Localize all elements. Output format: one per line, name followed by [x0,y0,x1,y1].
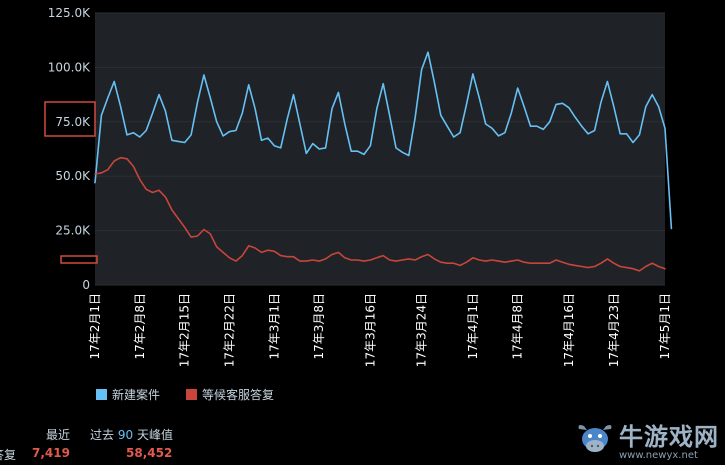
legend-swatch-blue [96,389,107,400]
stats-header-peak-days: 90 [117,428,134,442]
highlight-box-y-label [44,101,96,137]
y-tick-label: 50.0K [55,169,91,183]
x-tick-label: 17年2月1日 [88,293,102,360]
series-lines [94,51,673,272]
legend: 新建案件 等候客服答复 [96,386,274,403]
stats-peak-value: 58,452 [126,446,173,460]
watermark-title: 牛游戏网 [619,423,719,451]
x-tick-label: 17年2月22日 [222,293,236,367]
series-line-new-cases [94,51,673,230]
legend-label-awaiting-reply: 等候客服答复 [202,388,275,402]
y-tick-label: 100.0K [48,60,91,74]
y-tick-label: 75.0K [55,115,91,129]
x-tick-label: 17年4月1日 [466,293,480,360]
stats-header-peak-suffix: 天峰值 [136,428,173,442]
legend-item-awaiting-reply[interactable]: 等候客服答复 [186,386,274,403]
plot-background [95,13,665,285]
x-tick-label: 17年5月1日 [658,293,672,360]
x-tick-label: 17年3月16日 [363,293,377,367]
y-tick-label: 0 [82,278,90,292]
x-tick-label: 17年2月15日 [178,293,192,367]
x-tick-label: 17年4月8日 [511,293,525,360]
watermark: 牛游戏网 www.newyx.net [575,417,719,461]
x-tick-label: 17年3月8日 [312,293,326,360]
y-tick-label: 25.0K [55,224,91,238]
watermark-url: www.newyx.net [619,450,698,461]
y-tick-label: 125.0K [48,6,91,20]
stats-last-value: 7,419 [32,446,70,460]
x-tick-label: 17年4月23日 [607,293,621,367]
legend-label-new-cases: 新建案件 [112,388,161,402]
x-tick-label: 17年2月8日 [133,293,147,360]
stats-header-peak: 过去 90 天峰值 [90,426,173,443]
series-line-awaiting-reply [94,156,666,272]
grid-lines [95,12,665,286]
y-axis-ticks: 0 25.0K 50.0K 75.0K 100.0K 125.0K [48,6,91,292]
stats-header-last: 最近 [46,428,71,442]
legend-swatch-red [186,389,198,400]
cow-logo-icon [578,425,612,452]
legend-item-new-cases[interactable]: 新建案件 [96,386,160,403]
x-tick-label: 17年3月1日 [267,293,281,360]
highlight-box-small [60,255,98,264]
x-tick-label: 17年3月24日 [415,293,429,367]
stats-row-label: 答复 [0,448,17,462]
stats-header-peak-prefix: 过去 [90,428,115,442]
x-axis-ticks: 17年2月1日 17年2月8日 17年2月15日 17年2月22日 17年3月1日 17年… [88,293,672,367]
x-tick-label: 17年4月16日 [562,293,576,367]
